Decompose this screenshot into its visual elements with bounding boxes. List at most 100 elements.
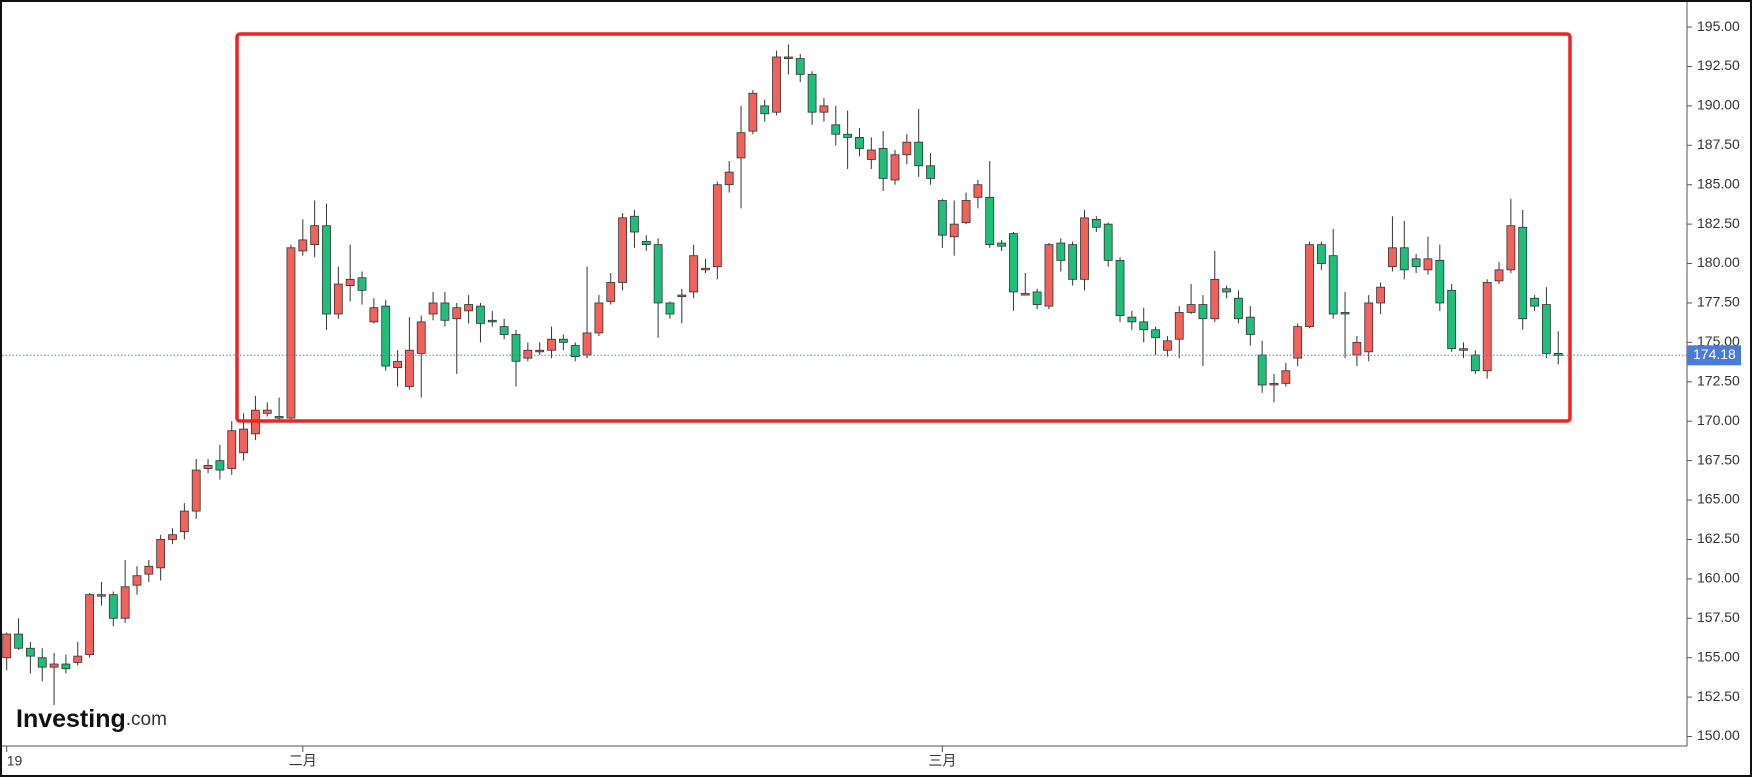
candle-body — [1186, 304, 1196, 313]
y-tick-label: 162.50 — [1697, 530, 1740, 546]
y-tick-label: 185.00 — [1697, 175, 1740, 191]
candle-body — [1281, 370, 1291, 384]
x-tick-label: 二月 — [289, 753, 317, 769]
candle-body — [499, 326, 509, 335]
candle-body — [97, 594, 106, 597]
candle-body — [191, 469, 201, 512]
y-tick-label: 192.50 — [1697, 57, 1740, 73]
candle-body — [310, 225, 320, 246]
candle-body — [1056, 242, 1066, 261]
candle-body — [689, 255, 699, 293]
y-tick-label: 152.50 — [1697, 688, 1740, 704]
candle-body — [677, 294, 687, 298]
candle-body — [416, 321, 426, 354]
candle-body — [843, 133, 853, 138]
logo: Investing.com — [16, 705, 167, 733]
candle-body — [464, 304, 474, 312]
candle-body — [25, 647, 35, 657]
logo-suffix: .com — [126, 709, 167, 730]
candle-body — [404, 349, 414, 387]
y-tick-label: 150.00 — [1697, 727, 1740, 743]
candle-body — [511, 334, 521, 362]
candle-body — [156, 539, 166, 569]
candle-body — [736, 132, 746, 159]
candle-body — [1234, 297, 1243, 320]
candle-body — [997, 242, 1006, 247]
candle-body — [831, 124, 841, 135]
candle-body — [333, 283, 343, 315]
candle-body — [535, 349, 545, 353]
candle-body — [144, 565, 154, 575]
candle-body — [49, 663, 59, 668]
candle-body — [1470, 354, 1480, 372]
candle-body — [1009, 233, 1018, 293]
candle-body — [1127, 316, 1137, 323]
candle-body — [1506, 225, 1516, 271]
candle-body — [345, 278, 355, 287]
candle-body — [1352, 341, 1362, 356]
candle-body — [487, 319, 497, 323]
candle-body — [748, 92, 758, 132]
candle-body — [772, 56, 781, 113]
candle-body — [819, 105, 829, 113]
candle-body — [1103, 223, 1113, 261]
y-tick-label: 195.00 — [1697, 18, 1740, 34]
y-tick-label: 160.00 — [1697, 570, 1740, 586]
candle-body — [1210, 278, 1220, 320]
candle-body — [641, 241, 651, 246]
candle-body — [108, 594, 118, 619]
logo-name: Investing — [16, 705, 126, 733]
candle-body — [973, 184, 983, 198]
candle-body — [1328, 255, 1338, 315]
candle-body — [985, 196, 995, 246]
candle-body — [1139, 321, 1149, 331]
candle-body — [1340, 312, 1350, 315]
y-tick-label: 155.00 — [1697, 648, 1740, 664]
candle-body — [961, 200, 971, 223]
candle-body — [1032, 291, 1042, 305]
candle-body — [606, 282, 616, 302]
candle-body — [322, 225, 331, 315]
candle-body — [547, 338, 556, 351]
x-tick-label: 三月 — [928, 753, 956, 769]
candle-body — [476, 305, 485, 324]
candle-body — [1459, 348, 1468, 351]
candle-body — [1151, 329, 1160, 339]
candle-body — [452, 307, 462, 320]
y-tick-label: 170.00 — [1697, 412, 1740, 428]
candle-body — [665, 302, 675, 315]
candle-body — [1293, 326, 1303, 359]
candle-body — [14, 633, 23, 649]
candle-body — [712, 184, 722, 268]
candle-body — [795, 58, 805, 75]
candle-body — [85, 594, 95, 655]
candle-body — [914, 141, 924, 167]
candle-body — [1174, 312, 1184, 340]
candle-body — [890, 154, 900, 181]
candle-body — [701, 267, 710, 271]
candle-body — [1222, 288, 1232, 293]
candle-body — [902, 141, 912, 156]
candle-body — [274, 416, 284, 419]
candle-body — [227, 430, 237, 469]
candle-body — [73, 655, 83, 663]
candle-body — [286, 247, 296, 419]
candle-body — [37, 657, 47, 668]
candle-body — [1435, 259, 1445, 304]
candle-body — [760, 105, 770, 115]
last-price-box — [1687, 345, 1741, 366]
candle-body — [653, 244, 663, 304]
candle-body — [630, 215, 639, 233]
candle-body — [1269, 382, 1279, 386]
candle-body — [594, 302, 604, 334]
candle-body — [1494, 269, 1504, 282]
candle-body — [1163, 340, 1172, 351]
candle-body — [582, 332, 592, 356]
candle-body — [1518, 226, 1528, 320]
candle-body — [1245, 316, 1255, 335]
y-tick-label: 180.00 — [1697, 254, 1740, 270]
y-tick-label: 177.50 — [1697, 294, 1740, 310]
candle-body — [618, 217, 627, 283]
candle-body — [120, 586, 130, 619]
